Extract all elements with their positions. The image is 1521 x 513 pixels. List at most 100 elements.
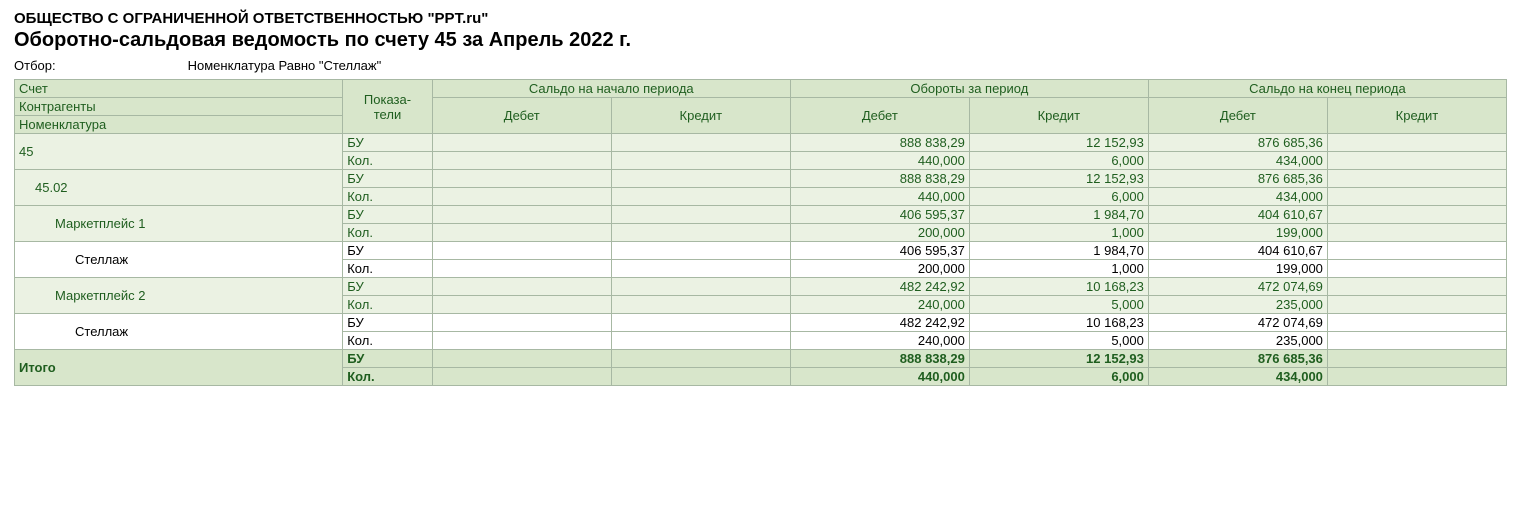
col-credit: Кредит (611, 98, 790, 134)
cell-value (432, 224, 611, 242)
cell-value (432, 242, 611, 260)
cell-value (1327, 278, 1506, 296)
cell-value: 440,000 (790, 368, 969, 386)
col-debit: Дебет (790, 98, 969, 134)
table-row: Маркетплейс 2БУ482 242,9210 168,23472 07… (15, 278, 1507, 296)
col-turnover: Обороты за период (790, 80, 1148, 98)
cell-value (432, 170, 611, 188)
cell-value: 200,000 (790, 260, 969, 278)
indicator-bu: БУ (343, 278, 433, 296)
cell-value (611, 350, 790, 368)
cell-value (432, 188, 611, 206)
cell-value (611, 134, 790, 152)
cell-value: 876 685,36 (1148, 134, 1327, 152)
table-row: СтеллажБУ482 242,9210 168,23472 074,69 (15, 314, 1507, 332)
cell-value (1327, 224, 1506, 242)
cell-value (432, 368, 611, 386)
cell-value: 10 168,23 (969, 278, 1148, 296)
cell-value (1327, 206, 1506, 224)
indicator-kol: Кол. (343, 224, 433, 242)
col-counterparties: Контрагенты (15, 98, 343, 116)
col-credit: Кредит (969, 98, 1148, 134)
cell-value: 482 242,92 (790, 314, 969, 332)
cell-value: 888 838,29 (790, 170, 969, 188)
cell-value (1327, 152, 1506, 170)
cell-value: 472 074,69 (1148, 314, 1327, 332)
indicator-kol: Кол. (343, 152, 433, 170)
cell-value: 199,000 (1148, 224, 1327, 242)
cell-value (611, 242, 790, 260)
cell-value: 406 595,37 (790, 242, 969, 260)
cell-value (432, 206, 611, 224)
filter-label: Отбор: (14, 58, 184, 73)
cell-value: 235,000 (1148, 332, 1327, 350)
cell-value: 199,000 (1148, 260, 1327, 278)
cell-value: 200,000 (790, 224, 969, 242)
cell-value: 6,000 (969, 188, 1148, 206)
table-row: 45БУ888 838,2912 152,93876 685,36 (15, 134, 1507, 152)
cell-value: 235,000 (1148, 296, 1327, 314)
cell-value (611, 206, 790, 224)
cell-value: 6,000 (969, 152, 1148, 170)
cell-value (611, 296, 790, 314)
cell-value (611, 152, 790, 170)
row-label: Маркетплейс 2 (15, 278, 343, 314)
filter-row: Отбор: Номенклатура Равно "Стеллаж" (14, 58, 1507, 73)
totals-row: ИтогоБУ888 838,2912 152,93876 685,36 (15, 350, 1507, 368)
totals-label: Итого (15, 350, 343, 386)
cell-value (1327, 260, 1506, 278)
col-credit: Кредит (1327, 98, 1506, 134)
col-indicators: Показа-тели (343, 80, 433, 134)
filter-value: Номенклатура Равно "Стеллаж" (188, 58, 382, 73)
table-row: Маркетплейс 1БУ406 595,371 984,70404 610… (15, 206, 1507, 224)
indicator-bu: БУ (343, 170, 433, 188)
row-label: Стеллаж (15, 314, 343, 350)
cell-value: 888 838,29 (790, 350, 969, 368)
cell-value: 876 685,36 (1148, 170, 1327, 188)
cell-value: 404 610,67 (1148, 242, 1327, 260)
cell-value (611, 314, 790, 332)
cell-value (432, 296, 611, 314)
cell-value: 12 152,93 (969, 134, 1148, 152)
cell-value (611, 170, 790, 188)
indicator-kol: Кол. (343, 260, 433, 278)
cell-value: 6,000 (969, 368, 1148, 386)
cell-value (432, 152, 611, 170)
table-row: СтеллажБУ406 595,371 984,70404 610,67 (15, 242, 1507, 260)
cell-value: 1 984,70 (969, 206, 1148, 224)
indicator-bu: БУ (343, 206, 433, 224)
row-label: Стеллаж (15, 242, 343, 278)
cell-value (432, 134, 611, 152)
cell-value: 482 242,92 (790, 278, 969, 296)
cell-value (611, 260, 790, 278)
cell-value: 888 838,29 (790, 134, 969, 152)
cell-value (611, 332, 790, 350)
cell-value: 876 685,36 (1148, 350, 1327, 368)
col-opening: Сальдо на начало периода (432, 80, 790, 98)
cell-value: 240,000 (790, 332, 969, 350)
cell-value: 440,000 (790, 152, 969, 170)
cell-value: 434,000 (1148, 368, 1327, 386)
cell-value: 1,000 (969, 260, 1148, 278)
cell-value: 5,000 (969, 332, 1148, 350)
cell-value (432, 350, 611, 368)
col-nomenclature: Номенклатура (15, 116, 343, 134)
cell-value (432, 332, 611, 350)
cell-value (1327, 332, 1506, 350)
cell-value (432, 314, 611, 332)
report-title: Оборотно-сальдовая ведомость по счету 45… (14, 29, 1507, 52)
cell-value: 5,000 (969, 296, 1148, 314)
cell-value: 472 074,69 (1148, 278, 1327, 296)
cell-value (1327, 368, 1506, 386)
cell-value (1327, 170, 1506, 188)
row-label: 45.02 (15, 170, 343, 206)
cell-value (1327, 188, 1506, 206)
col-debit: Дебет (432, 98, 611, 134)
cell-value: 12 152,93 (969, 170, 1148, 188)
col-closing: Сальдо на конец периода (1148, 80, 1506, 98)
table-row: 45.02БУ888 838,2912 152,93876 685,36 (15, 170, 1507, 188)
row-label: Маркетплейс 1 (15, 206, 343, 242)
indicator-bu: БУ (343, 314, 433, 332)
cell-value: 434,000 (1148, 152, 1327, 170)
cell-value: 434,000 (1148, 188, 1327, 206)
